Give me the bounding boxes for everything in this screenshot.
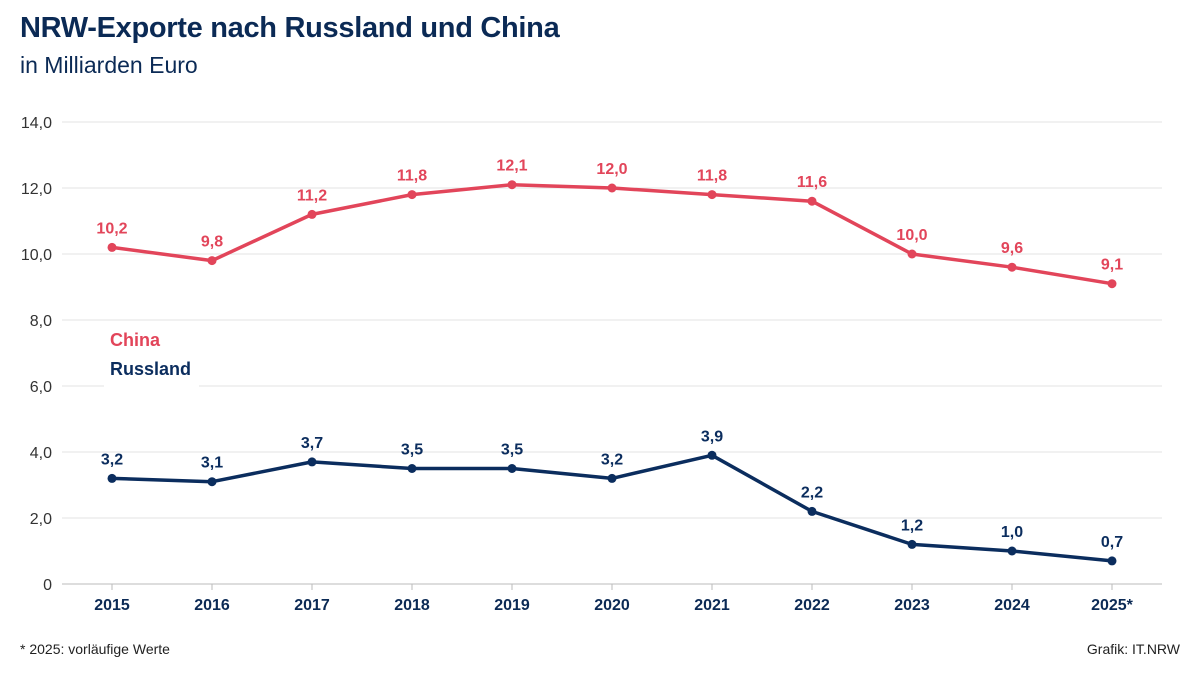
y-tick-label: 4,0 — [30, 445, 52, 462]
y-tick-label: 2,0 — [30, 511, 52, 528]
x-tick-label: 2017 — [294, 597, 330, 614]
data-label-russland: 3,2 — [101, 451, 123, 468]
x-tick-label: 2025* — [1091, 597, 1134, 614]
data-point-china — [307, 209, 317, 219]
data-point-china — [807, 196, 817, 206]
chart-title: NRW-Exporte nach Russland und China — [20, 12, 560, 44]
x-tick-label: 2024 — [994, 597, 1030, 614]
x-tick-label: 2020 — [594, 597, 630, 614]
data-point-russland — [907, 539, 917, 549]
data-label-china: 11,2 — [297, 187, 327, 204]
x-tick-label: 2021 — [694, 597, 730, 614]
data-point-china — [107, 242, 117, 252]
data-label-russland: 2,2 — [801, 484, 823, 501]
data-point-china — [607, 183, 617, 193]
x-tick-label: 2015 — [94, 597, 130, 614]
data-point-china — [207, 256, 217, 266]
data-point-russland — [207, 477, 217, 487]
data-point-china — [507, 180, 517, 190]
data-label-china: 9,1 — [1101, 257, 1123, 274]
data-label-russland: 3,5 — [401, 442, 423, 459]
data-point-china — [407, 190, 417, 200]
data-point-china — [907, 249, 917, 259]
data-label-russland: 1,0 — [1001, 524, 1023, 541]
data-point-russland — [607, 473, 617, 483]
data-point-china — [707, 190, 717, 200]
data-point-russland — [107, 473, 117, 483]
data-label-china: 9,6 — [1001, 240, 1023, 257]
x-tick-label: 2018 — [394, 597, 430, 614]
data-point-china — [1007, 262, 1017, 272]
x-tick-label: 2023 — [894, 597, 930, 614]
data-label-china: 10,0 — [896, 227, 927, 244]
data-label-russland: 3,1 — [201, 455, 223, 472]
data-label-russland: 0,7 — [1101, 534, 1123, 551]
data-label-china: 11,6 — [797, 174, 827, 191]
y-tick-label: 14,0 — [21, 115, 52, 132]
data-label-china: 10,2 — [96, 220, 127, 237]
data-label-china: 11,8 — [697, 168, 727, 185]
chart-subtitle: in Milliarden Euro — [20, 52, 198, 78]
data-label-russland: 3,9 — [701, 428, 723, 445]
data-point-china — [1107, 279, 1117, 289]
data-label-china: 11,8 — [397, 168, 427, 185]
series-line-china — [110, 182, 1114, 286]
data-label-russland: 3,7 — [301, 435, 323, 452]
chart-legend: China Russland — [104, 322, 200, 390]
data-point-russland — [307, 457, 317, 467]
data-point-russland — [407, 464, 417, 473]
series-line-russland — [110, 453, 1114, 563]
y-tick-label: 8,0 — [30, 313, 52, 330]
data-label-china: 12,0 — [596, 161, 627, 178]
data-label-china: 9,8 — [201, 234, 223, 251]
y-tick-label: 10,0 — [21, 247, 52, 264]
y-tick-label: 0 — [43, 577, 52, 594]
data-label-russland: 1,2 — [901, 517, 923, 534]
x-tick-label: 2022 — [794, 597, 830, 614]
data-point-russland — [707, 450, 717, 460]
data-point-russland — [507, 464, 517, 473]
data-point-russland — [1107, 556, 1117, 566]
data-label-russland: 3,2 — [601, 451, 623, 468]
source-credit: Grafik: IT.NRW — [1086, 641, 1180, 657]
data-label-russland: 3,5 — [501, 442, 523, 459]
y-tick-label: 6,0 — [30, 379, 52, 396]
x-tick-label: 2019 — [494, 597, 530, 614]
data-label-china: 12,1 — [496, 158, 527, 175]
y-tick-label: 12,0 — [21, 181, 52, 198]
x-tick-label: 2016 — [194, 597, 230, 614]
data-point-russland — [1007, 546, 1017, 556]
footnote: * 2025: vorläufige Werte — [20, 641, 170, 657]
legend-item-russland: Russland — [110, 359, 192, 379]
data-point-russland — [807, 506, 817, 516]
legend-item-china: China — [110, 330, 161, 350]
